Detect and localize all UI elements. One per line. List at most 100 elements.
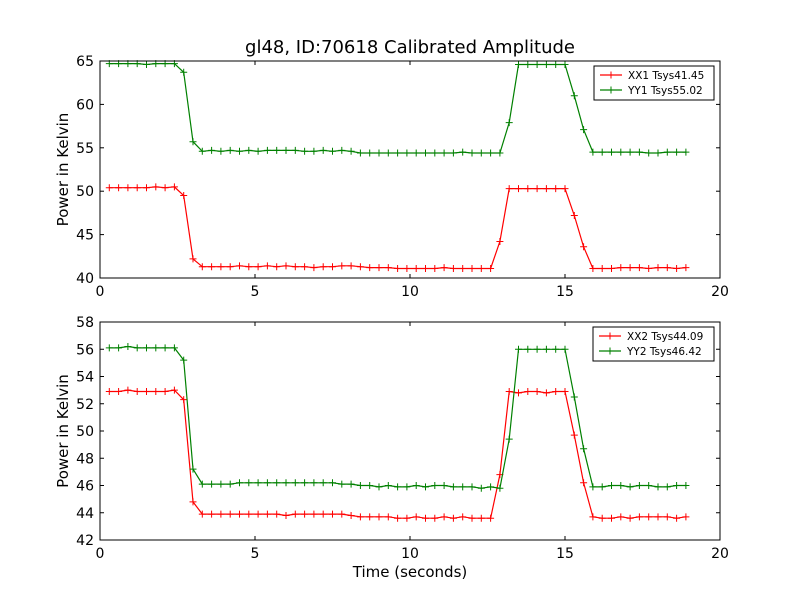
data-point (384, 149, 392, 157)
data-point (273, 263, 281, 271)
data-point (217, 480, 225, 488)
data-point (431, 264, 439, 272)
data-point (654, 483, 662, 491)
data-point (608, 148, 615, 156)
data-point (524, 345, 532, 353)
data-point (431, 482, 439, 489)
x-tick-label: 20 (711, 284, 729, 300)
data-point (319, 510, 327, 518)
data-point (338, 480, 346, 488)
data-point (245, 510, 253, 518)
data-point (143, 387, 150, 395)
data-point (403, 483, 411, 491)
data-point (273, 146, 281, 154)
series-2-group (105, 343, 690, 492)
data-point (515, 60, 522, 68)
data-point (673, 514, 681, 522)
data-point (254, 479, 262, 487)
data-point (217, 263, 225, 271)
data-point (236, 510, 243, 518)
data-point (366, 482, 374, 489)
data-point (598, 264, 606, 272)
data-point (236, 147, 243, 155)
data-point (542, 389, 550, 397)
data-point (626, 514, 634, 522)
data-point (189, 498, 197, 506)
data-point (115, 387, 123, 395)
data-point (124, 343, 132, 351)
data-point (412, 482, 420, 489)
data-point (515, 389, 522, 397)
data-point (366, 149, 374, 157)
data-point (403, 514, 411, 522)
data-point (580, 126, 588, 134)
data-point (105, 344, 113, 352)
data-point (515, 345, 522, 353)
data-point (394, 264, 402, 272)
data-point (412, 149, 420, 157)
y-tick-label: 44 (76, 506, 94, 522)
data-point (263, 262, 271, 270)
data-point (477, 149, 485, 157)
legend: XX1 Tsys41.45 YY1 Tsys55.02 (593, 65, 715, 101)
data-point (329, 263, 336, 271)
data-point (180, 356, 188, 364)
data-point (105, 184, 113, 192)
data-point (375, 513, 383, 521)
data-point (245, 479, 253, 487)
y-tick-label: 48 (76, 451, 94, 467)
data-point (170, 183, 178, 191)
data-point (663, 483, 671, 491)
data-point (254, 263, 262, 271)
data-point (143, 184, 150, 192)
data-point (189, 255, 197, 263)
data-point (394, 483, 402, 491)
data-point (663, 264, 671, 272)
data-point (301, 510, 309, 518)
data-point (319, 479, 327, 487)
data-point (449, 149, 457, 157)
legend-marker (607, 86, 615, 94)
data-point (356, 482, 364, 489)
data-point (384, 513, 392, 521)
data-point (440, 149, 448, 157)
data-point (608, 264, 615, 272)
data-point (347, 480, 355, 488)
data-point (487, 514, 495, 522)
data-point (319, 146, 327, 154)
data-point (552, 345, 560, 353)
data-point (608, 482, 615, 489)
data-point (208, 146, 216, 154)
data-point (459, 483, 467, 491)
data-point (645, 149, 653, 157)
chart-title: gl48, ID:70618 Calibrated Amplitude (245, 37, 575, 58)
data-point (468, 264, 476, 272)
data-point (282, 262, 290, 270)
bottom-plot: 0 5 10 15 20 42 44 46 48 50 52 54 56 58 Power in Kelvi… (54, 315, 729, 562)
data-point (198, 480, 206, 488)
y-tick-label: 58 (76, 315, 94, 331)
data-point (552, 185, 560, 193)
y-tick-label: 50 (76, 424, 94, 440)
data-point (533, 60, 541, 68)
series-2-group (105, 60, 690, 157)
legend-marker (607, 71, 615, 79)
data-point (217, 147, 225, 155)
data-point (208, 480, 216, 488)
data-point (682, 482, 690, 489)
data-point (170, 344, 178, 352)
data-point (254, 510, 262, 518)
y-tick-label: 56 (76, 342, 94, 358)
data-point (384, 482, 392, 489)
data-point (505, 185, 513, 193)
data-point (338, 262, 346, 270)
y-tick-label: 50 (76, 184, 94, 200)
data-point (347, 511, 355, 519)
data-point (310, 510, 318, 518)
x-tick-label: 15 (556, 546, 574, 562)
data-point (245, 146, 253, 154)
data-point (468, 483, 476, 491)
legend-label: YY2 Tsys46.42 (626, 346, 702, 358)
data-point (440, 482, 448, 489)
data-point (282, 146, 290, 154)
